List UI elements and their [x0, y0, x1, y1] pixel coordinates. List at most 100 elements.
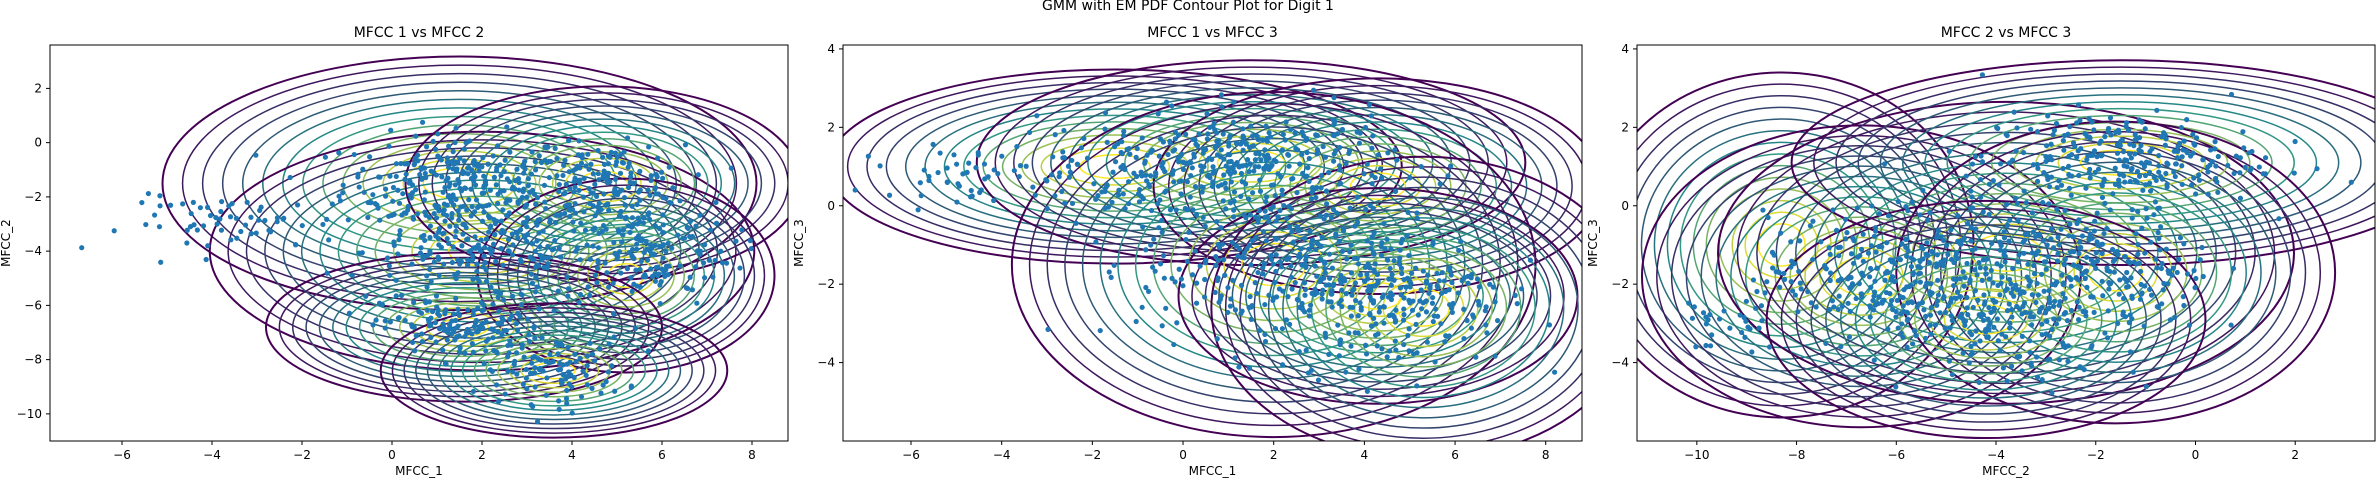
scatter-point [1387, 265, 1393, 272]
contour-line [1210, 155, 1582, 441]
scatter-point [1945, 303, 1952, 309]
scatter-point [1384, 236, 1390, 242]
scatter-point [532, 335, 538, 341]
scatter-point [435, 131, 441, 137]
scatter-point [693, 264, 699, 270]
scatter-point [2205, 191, 2211, 197]
scatter-point [590, 190, 596, 196]
axes-frame [49, 44, 789, 442]
scatter-point [1893, 384, 1899, 390]
scatter-point [2142, 126, 2148, 132]
scatter-point [1192, 183, 1199, 190]
scatter-point [658, 279, 664, 285]
scatter-point [1860, 258, 1866, 264]
scatter-point [521, 233, 528, 239]
scatter-point [2067, 124, 2073, 130]
scatter-point [1867, 265, 1874, 272]
scatter-point [1361, 278, 1368, 284]
scatter-point [2141, 323, 2147, 329]
scatter-point [2035, 292, 2041, 298]
scatter-point [1356, 140, 1363, 146]
scatter-point [506, 248, 512, 255]
scatter-point [453, 125, 459, 131]
scatter-point [442, 184, 448, 191]
scatter-point [2228, 91, 2235, 98]
scatter-point [620, 160, 627, 166]
scatter-point [1280, 131, 1286, 138]
scatter-point [2043, 259, 2049, 265]
scatter-point [2045, 306, 2051, 312]
scatter-point [624, 135, 631, 141]
scatter-point [1193, 300, 1200, 306]
scatter-point [1770, 265, 1776, 271]
scatter-point [2024, 274, 2030, 280]
scatter-point [1940, 237, 1947, 243]
scatter-point [455, 208, 461, 214]
scatter-point [457, 155, 463, 161]
scatter-point [616, 249, 623, 255]
scatter-point [1392, 147, 1398, 153]
scatter-point [557, 254, 564, 260]
scatter-point [2142, 283, 2148, 289]
scatter-point [2262, 171, 2269, 177]
scatter-point [582, 227, 589, 233]
scatter-point [157, 203, 163, 209]
scatter-point [660, 175, 666, 181]
scatter-point [382, 318, 388, 324]
scatter-point [1241, 135, 1247, 141]
scatter-point [1187, 194, 1193, 200]
scatter-point [156, 224, 163, 230]
scatter-point [476, 168, 482, 174]
scatter-point [472, 182, 479, 188]
scatter-point [1305, 165, 1311, 171]
scatter-point [1218, 147, 1224, 153]
scatter-point [510, 184, 516, 190]
scatter-point [1836, 253, 1842, 259]
contour-line [1152, 77, 1582, 295]
scatter-point [1272, 325, 1279, 332]
scatter-point [577, 291, 584, 298]
scatter-point [355, 171, 361, 177]
scatter-point [1188, 160, 1194, 166]
scatter-point [1967, 277, 1973, 283]
scatter-point [606, 284, 612, 290]
scatter-point [1367, 310, 1373, 317]
scatter-point [1227, 135, 1233, 141]
scatter-point [1977, 338, 1983, 344]
scatter-point [1319, 296, 1325, 302]
scatter-point [427, 266, 433, 272]
scatter-point [576, 138, 582, 144]
scatter-point [1465, 280, 1471, 286]
scatter-point [2170, 265, 2176, 271]
scatter-point [1283, 317, 1290, 323]
scatter-point [2050, 245, 2057, 251]
scatter-point [2025, 261, 2031, 267]
scatter-point [532, 248, 538, 254]
scatter-point [423, 212, 429, 218]
scatter-point [1371, 315, 1377, 321]
scatter-point [551, 308, 557, 314]
scatter-point [1997, 161, 2004, 167]
scatter-point [2041, 169, 2047, 176]
scatter-point [637, 197, 643, 203]
scatter-point [545, 243, 551, 250]
scatter-point [2199, 244, 2205, 251]
scatter-point [1231, 99, 1237, 105]
scatter-point [1322, 270, 1328, 276]
scatter-point [1133, 154, 1139, 160]
scatter-point [1257, 188, 1264, 194]
scatter-point [1199, 189, 1205, 195]
scatter-point [1034, 113, 1040, 119]
scatter-point [565, 138, 572, 144]
scatter-point [2067, 221, 2073, 227]
scatter-point [1381, 221, 1387, 227]
scatter-point [2122, 253, 2128, 260]
contour-line [1810, 224, 2162, 415]
scatter-point [1993, 299, 1999, 305]
scatter-point [1897, 294, 1904, 300]
scatter-point [532, 158, 538, 165]
scatter-point [1468, 325, 1474, 331]
scatter-point [433, 215, 440, 221]
scatter-point [1449, 279, 1455, 286]
scatter-point [1125, 179, 1132, 185]
